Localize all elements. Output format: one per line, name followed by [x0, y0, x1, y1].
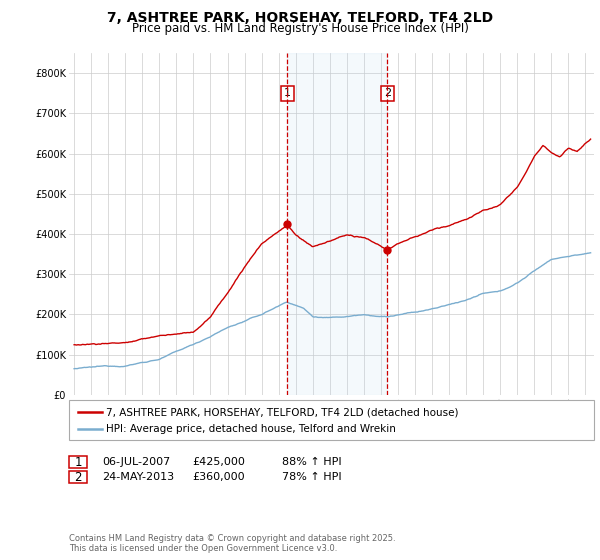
Text: 7, ASHTREE PARK, HORSEHAY, TELFORD, TF4 2LD: 7, ASHTREE PARK, HORSEHAY, TELFORD, TF4 … [107, 11, 493, 25]
Text: £425,000: £425,000 [192, 457, 245, 467]
Text: £360,000: £360,000 [192, 472, 245, 482]
Text: 7, ASHTREE PARK, HORSEHAY, TELFORD, TF4 2LD (detached house): 7, ASHTREE PARK, HORSEHAY, TELFORD, TF4 … [106, 407, 459, 417]
Text: 06-JUL-2007: 06-JUL-2007 [102, 457, 170, 467]
Text: 78% ↑ HPI: 78% ↑ HPI [282, 472, 341, 482]
Text: 24-MAY-2013: 24-MAY-2013 [102, 472, 174, 482]
Text: 1: 1 [284, 88, 291, 99]
Text: 1: 1 [74, 455, 82, 469]
Text: HPI: Average price, detached house, Telford and Wrekin: HPI: Average price, detached house, Telf… [106, 423, 396, 433]
Text: Contains HM Land Registry data © Crown copyright and database right 2025.
This d: Contains HM Land Registry data © Crown c… [69, 534, 395, 553]
Text: 88% ↑ HPI: 88% ↑ HPI [282, 457, 341, 467]
Bar [287, 53, 388, 395]
Text: 2: 2 [384, 88, 391, 99]
Text: Price paid vs. HM Land Registry's House Price Index (HPI): Price paid vs. HM Land Registry's House … [131, 22, 469, 35]
Text: 2: 2 [74, 470, 82, 484]
